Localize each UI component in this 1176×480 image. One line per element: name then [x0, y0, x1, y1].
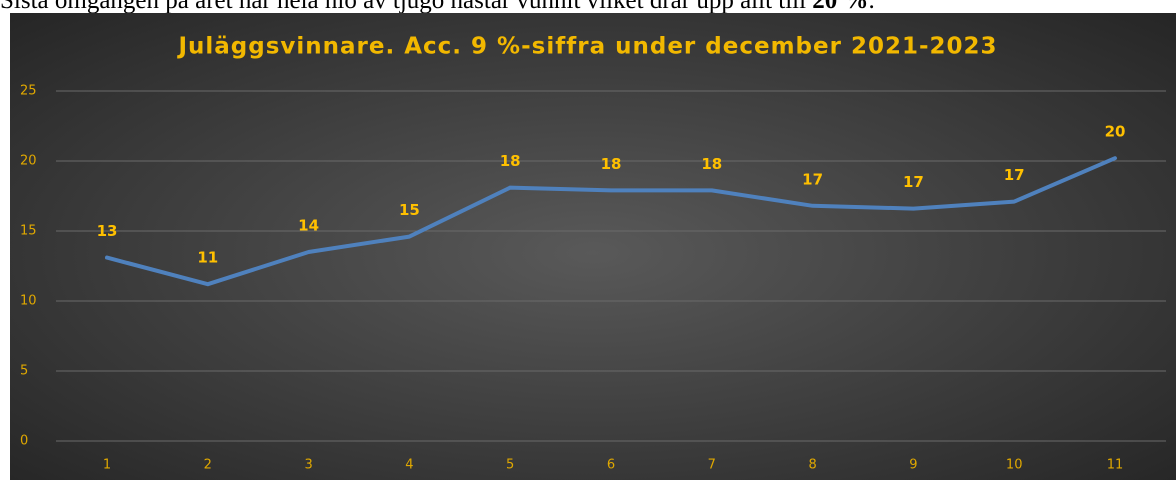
data-label: 15: [399, 201, 420, 219]
x-tick-label: 2: [204, 458, 212, 473]
chart-title: Juläggsvinnare. Acc. 9 %-siffra under de…: [176, 34, 997, 60]
data-label: 18: [601, 155, 622, 173]
y-tick-label: 10: [20, 294, 37, 309]
chart-background: [10, 13, 1176, 480]
x-tick-label: 8: [808, 458, 816, 473]
y-tick-label: 0: [20, 434, 28, 449]
y-tick-label: 15: [20, 224, 37, 239]
data-label: 18: [500, 152, 521, 170]
y-tick-label: 20: [20, 154, 37, 169]
data-label: 17: [802, 170, 823, 188]
x-tick-label: 10: [1006, 458, 1023, 473]
x-tick-label: 7: [708, 458, 716, 473]
data-label: 20: [1105, 123, 1126, 141]
x-tick-label: 3: [304, 458, 312, 473]
y-tick-label: 25: [20, 84, 37, 99]
intro-sentence: Sista omgången på året har hela nio av t…: [0, 0, 807, 14]
y-tick-label: 5: [20, 364, 28, 379]
x-tick-label: 6: [607, 458, 615, 473]
x-tick-label: 9: [909, 458, 917, 473]
data-label: 17: [1004, 166, 1025, 184]
line-series: [105, 156, 1117, 287]
intro-end: .: [868, 0, 875, 14]
x-tick-label: 11: [1107, 458, 1124, 473]
x-tick-label: 1: [103, 458, 111, 473]
data-label: 14: [298, 217, 319, 235]
data-label: 11: [197, 249, 218, 267]
x-tick-label: 4: [405, 458, 413, 473]
x-tick-label: 5: [506, 458, 514, 473]
data-label: 17: [903, 173, 924, 191]
intro-emphasis: 20 %: [812, 0, 869, 14]
intro-text: Sista omgången på året har hela nio av t…: [0, 0, 875, 15]
data-label: 13: [97, 222, 118, 240]
data-label: 18: [701, 155, 722, 173]
